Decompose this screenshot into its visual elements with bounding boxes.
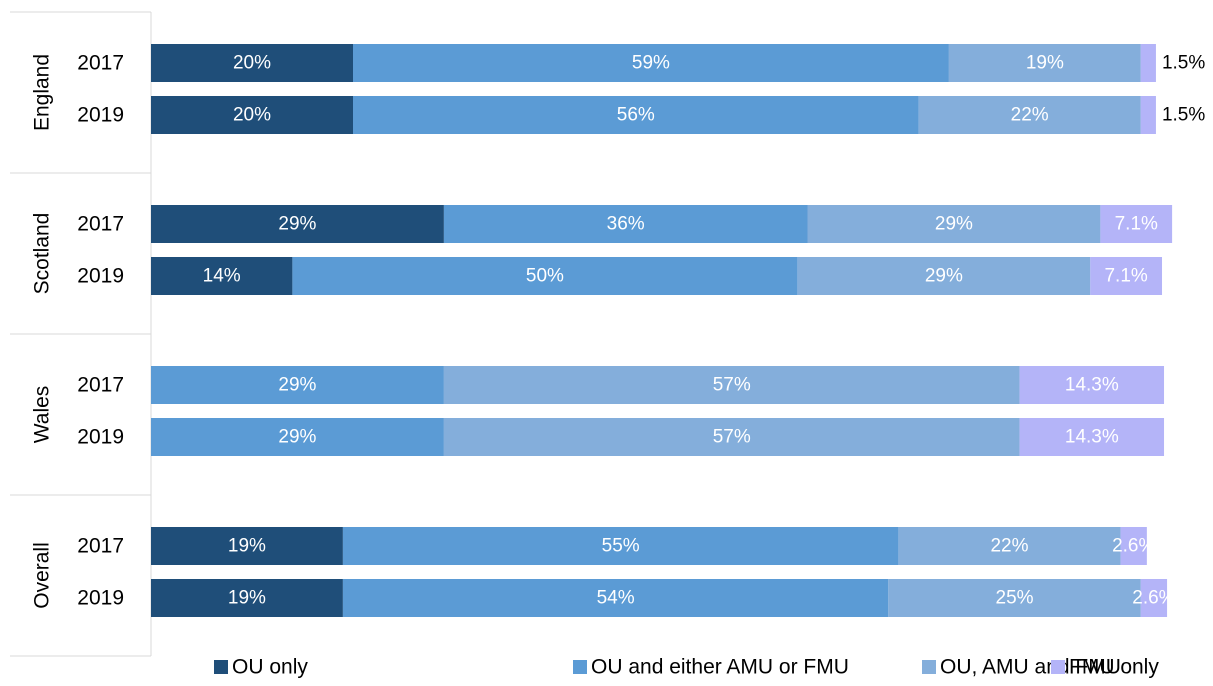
group-label-england: England: [31, 54, 54, 131]
bar-segment-ou-amu-and-fmu: [443, 418, 1020, 456]
data-label: 22%: [990, 536, 1028, 557]
legend-label: OU only: [232, 656, 308, 679]
data-label: 2.6%: [1112, 536, 1155, 557]
legend-swatch: [922, 660, 936, 674]
bar-segment-fmu-only: [1090, 257, 1163, 295]
bar-segment-ou-and-either-amu-or-fmu: [353, 44, 949, 82]
data-label: 1.5%: [1162, 105, 1205, 126]
data-label: 57%: [713, 375, 751, 396]
bar-segment-ou-amu-and-fmu: [443, 366, 1020, 404]
bar-segment-ou-only: [151, 44, 353, 82]
bar-segment-ou-amu-and-fmu: [898, 527, 1121, 565]
data-label: 7.1%: [1104, 266, 1147, 287]
data-label: 19%: [228, 536, 266, 557]
data-label: 55%: [602, 536, 640, 557]
legend-swatch: [214, 660, 228, 674]
bar-segment-ou-and-either-amu-or-fmu: [342, 579, 889, 617]
year-tick-label: 2019: [77, 587, 124, 610]
data-label: 57%: [713, 427, 751, 448]
legend-label: OU and either AMU or FMU: [591, 656, 849, 679]
data-label: 29%: [278, 214, 316, 235]
legend-swatch: [573, 660, 587, 674]
data-label: 19%: [1026, 53, 1064, 74]
year-tick-label: 2017: [77, 535, 124, 558]
data-label: 36%: [607, 214, 645, 235]
year-tick-label: 2019: [77, 265, 124, 288]
bar-segment-fmu-only: [1100, 205, 1173, 243]
data-label: 14.3%: [1065, 375, 1119, 396]
bar-segment-ou-and-either-amu-or-fmu: [151, 418, 444, 456]
data-label: 14.3%: [1065, 427, 1119, 448]
year-tick-label: 2017: [77, 52, 124, 75]
bar-segment-ou-only: [151, 205, 444, 243]
data-label: 29%: [935, 214, 973, 235]
data-label: 25%: [996, 588, 1034, 609]
year-tick-label: 2019: [77, 104, 124, 127]
data-label: 2.6%: [1132, 588, 1175, 609]
year-tick-label: 2017: [77, 213, 124, 236]
bar-segment-fmu-only: [1019, 366, 1165, 404]
data-label: 14%: [203, 266, 241, 287]
legend-item-ou-only: OU only: [214, 656, 308, 679]
data-label: 29%: [278, 427, 316, 448]
data-label: 19%: [228, 588, 266, 609]
bar-segment-ou-and-either-amu-or-fmu: [292, 257, 798, 295]
bar-segment-fmu-only: [1140, 96, 1156, 134]
group-label-overall: Overall: [31, 542, 54, 609]
data-label: 56%: [617, 105, 655, 126]
bar-segment-fmu-only: [1140, 44, 1156, 82]
bar-segment-ou-only: [151, 579, 343, 617]
data-label: 29%: [925, 266, 963, 287]
year-tick-label: 2017: [77, 374, 124, 397]
bar-segment-ou-amu-and-fmu: [807, 205, 1101, 243]
legend-item-ou-amu-and-fmu: OU, AMU and FMU: [922, 656, 1121, 679]
bar-segment-ou-only: [151, 96, 353, 134]
data-label: 1.5%: [1162, 53, 1205, 74]
bar-segment-fmu-only: [1120, 527, 1147, 565]
year-tick-label: 2019: [77, 426, 124, 449]
data-label: 20%: [233, 53, 271, 74]
bar-segment-ou-amu-and-fmu: [948, 44, 1141, 82]
bar-segment-ou-only: [151, 527, 343, 565]
legend-item-ou-and-either-amu-or-fmu: OU and either AMU or FMU: [573, 656, 849, 679]
data-label: 20%: [233, 105, 271, 126]
bar-segment-ou-amu-and-fmu: [888, 579, 1141, 617]
legend-label: OU, AMU and FMU: [940, 656, 1121, 679]
legend-label: FMU only: [1069, 656, 1159, 679]
bar-segment-ou-only: [151, 257, 293, 295]
bar-segment-ou-and-either-amu-or-fmu: [151, 366, 444, 404]
group-label-scotland: Scotland: [31, 213, 54, 295]
bar-segment-fmu-only: [1019, 418, 1165, 456]
legend-swatch: [1051, 660, 1065, 674]
chart-legend: OU only OU and either AMU or FMU OU, AMU a…: [214, 656, 1159, 679]
bar-segment-ou-and-either-amu-or-fmu: [353, 96, 919, 134]
data-label: 7.1%: [1115, 214, 1158, 235]
bar-segment-ou-amu-and-fmu: [797, 257, 1091, 295]
data-label: 29%: [278, 375, 316, 396]
bar-segment-ou-and-either-amu-or-fmu: [443, 205, 808, 243]
data-label: 59%: [632, 53, 670, 74]
bar-segment-fmu-only: [1140, 579, 1168, 617]
legend-item-fmu-only: FMU only: [1051, 656, 1159, 679]
bar-segment-ou-amu-and-fmu: [918, 96, 1141, 134]
data-label: 22%: [1011, 105, 1049, 126]
data-label: 50%: [526, 266, 564, 287]
chart-axes: England 2017 2019 Scotland 2017 2019 Wales 2017…: [10, 11, 152, 657]
data-label: 54%: [597, 588, 635, 609]
group-label-wales: Wales: [31, 386, 54, 444]
bar-segment-ou-and-either-amu-or-fmu: [342, 527, 899, 565]
chart-bars: 20% 59% 19% 1.5% 20% 56% 22% 1.5% 29% 36% 29% 7.1% 1…: [151, 44, 1205, 617]
